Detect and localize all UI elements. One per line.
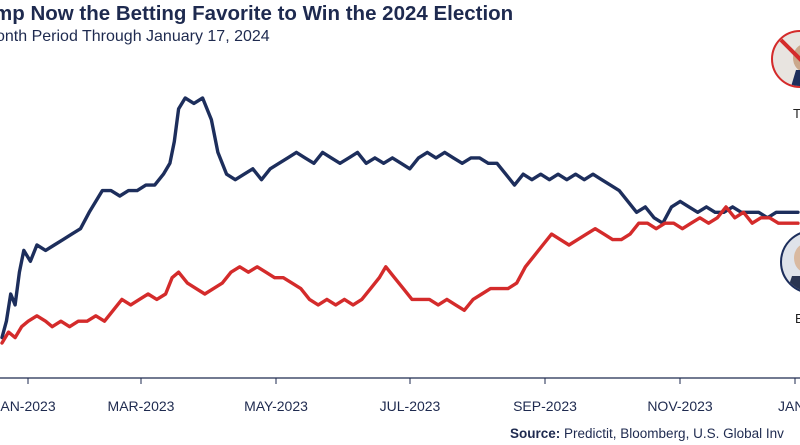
chart-subtitle: onth Period Through January 17, 2024: [0, 28, 270, 45]
series-line-2: [0, 205, 800, 345]
x-tick-label: JUL-2023: [380, 398, 441, 414]
x-axis-ticks: AN-2023 MAR-2023 MAY-2023 JUL-2023 SEP-2023 N…: [0, 378, 800, 414]
x-tick-label: NOV-2023: [647, 398, 713, 414]
x-tick-label: SEP-2023: [513, 398, 577, 414]
trump-avatar-label: T: [793, 106, 800, 121]
series-layer: [0, 96, 800, 345]
source-text: Predictit, Bloomberg, U.S. Global Inv: [560, 426, 784, 441]
series-line-1: [0, 96, 800, 340]
chart-title: mp Now the Betting Favorite to Win the 2…: [0, 2, 514, 25]
biden-avatar: E: [780, 232, 800, 326]
x-tick-label: AN-2023: [0, 398, 55, 414]
x-tick-label: JAN: [778, 398, 800, 414]
source-note: Source: Predictit, Bloomberg, U.S. Globa…: [510, 426, 784, 441]
biden-avatar-label: E: [795, 311, 800, 326]
source-label: Source:: [510, 426, 561, 441]
x-tick-label: MAR-2023: [108, 398, 175, 414]
x-tick-label: MAY-2023: [244, 398, 308, 414]
trump-avatar: T: [771, 30, 800, 121]
